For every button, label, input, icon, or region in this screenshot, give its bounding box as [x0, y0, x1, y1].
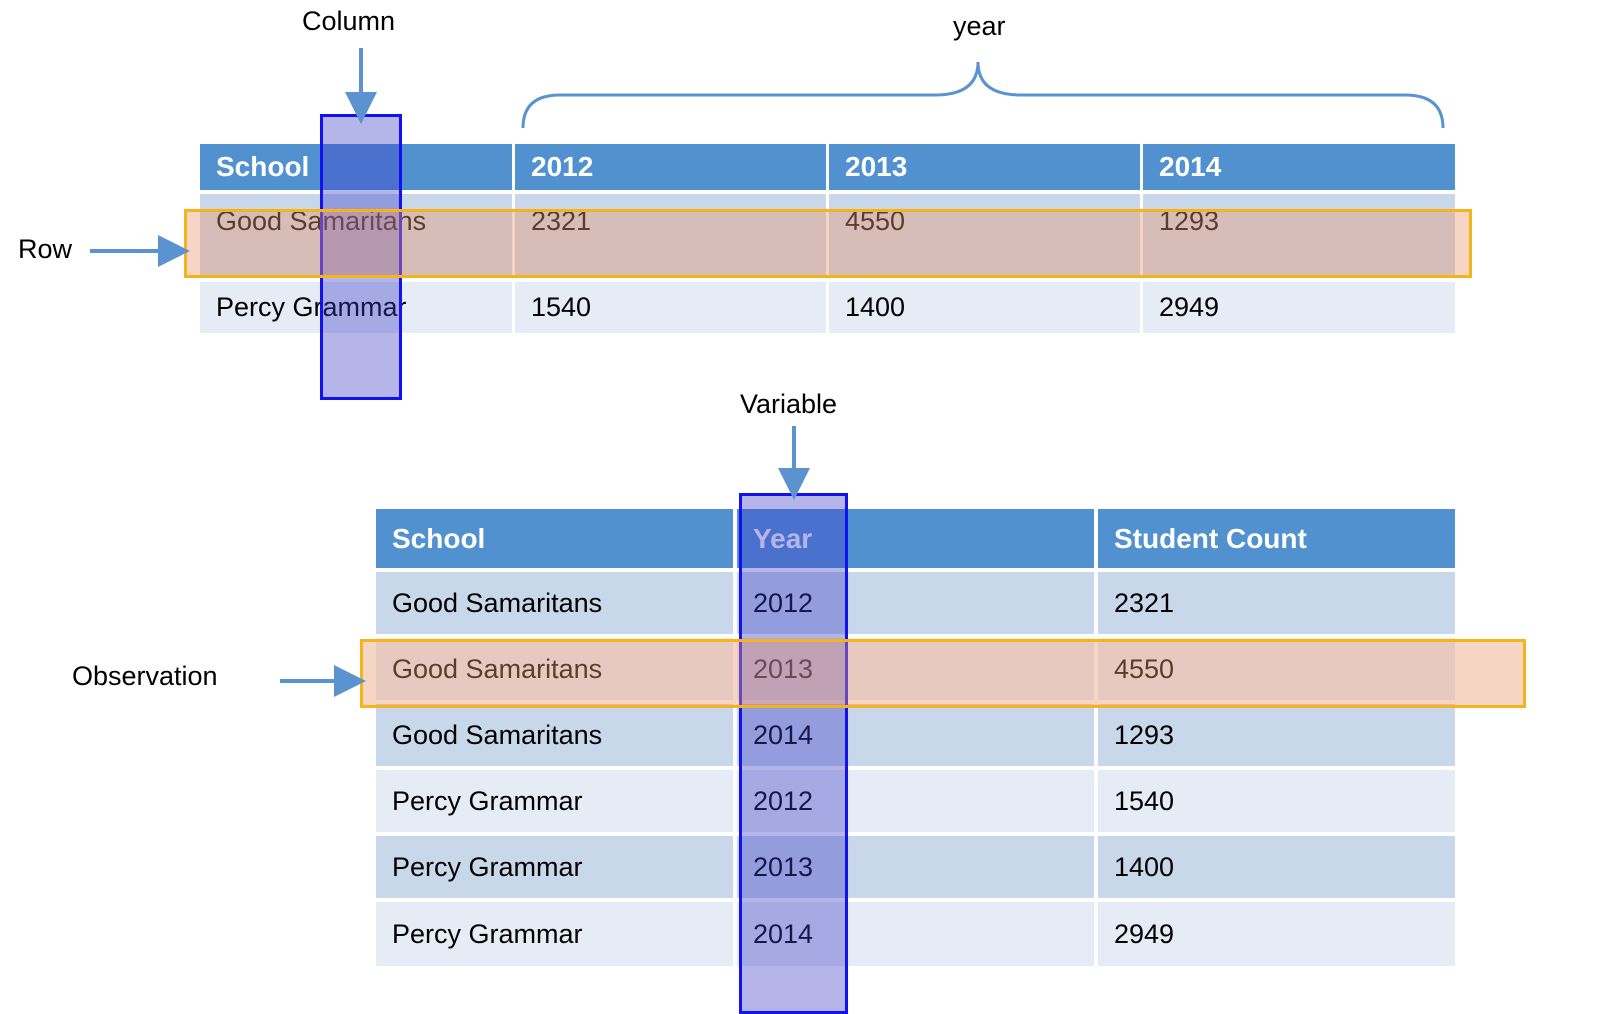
variable-label: Variable [740, 389, 838, 419]
row-label: Row [18, 234, 73, 264]
long-header-year: Year [737, 509, 1094, 568]
table-cell: 2013 [737, 638, 1094, 700]
table-cell: 1400 [829, 282, 1140, 333]
table-cell: 2012 [737, 572, 1094, 634]
wide-header-2013: 2013 [829, 144, 1140, 190]
table-cell: 2014 [737, 902, 1094, 966]
table-cell: 2012 [737, 770, 1094, 832]
table-cell: Percy Grammar [376, 836, 733, 898]
table-cell: 2949 [1098, 902, 1455, 966]
variable-highlight [739, 493, 848, 1014]
wide-header-2014: 2014 [1143, 144, 1455, 190]
table-cell: 1293 [1098, 704, 1455, 766]
table-cell: 2949 [1143, 282, 1455, 333]
table-cell: Good Samaritans [376, 704, 733, 766]
wide-header-school: School [200, 144, 512, 190]
table-cell: 2321 [515, 194, 826, 278]
table-cell: Good Samaritans [376, 638, 733, 700]
column-highlight [320, 114, 402, 400]
long-header-student-count: Student Count [1098, 509, 1455, 568]
table-cell: 2013 [737, 836, 1094, 898]
table-cell: Percy Grammar [376, 770, 733, 832]
row-highlight [184, 209, 1472, 278]
table-cell: Percy Grammar [376, 902, 733, 966]
table-cell: Good Samaritans [200, 194, 512, 278]
table-cell: 2014 [737, 704, 1094, 766]
year-label: year [953, 11, 1006, 41]
table-cell: Good Samaritans [376, 572, 733, 634]
year-brace [521, 61, 1445, 129]
table-cell: 4550 [1098, 638, 1455, 700]
observation-highlight [360, 639, 1526, 708]
table-cell: 1540 [515, 282, 826, 333]
column-label: Column [302, 6, 396, 36]
observation-label: Observation [72, 661, 218, 691]
table-cell: 1400 [1098, 836, 1455, 898]
table-cell: Percy Grammar [200, 282, 512, 333]
long-header-school: School [376, 509, 733, 568]
table-cell: 1540 [1098, 770, 1455, 832]
table-cell: 2321 [1098, 572, 1455, 634]
wide-header-2012: 2012 [515, 144, 826, 190]
